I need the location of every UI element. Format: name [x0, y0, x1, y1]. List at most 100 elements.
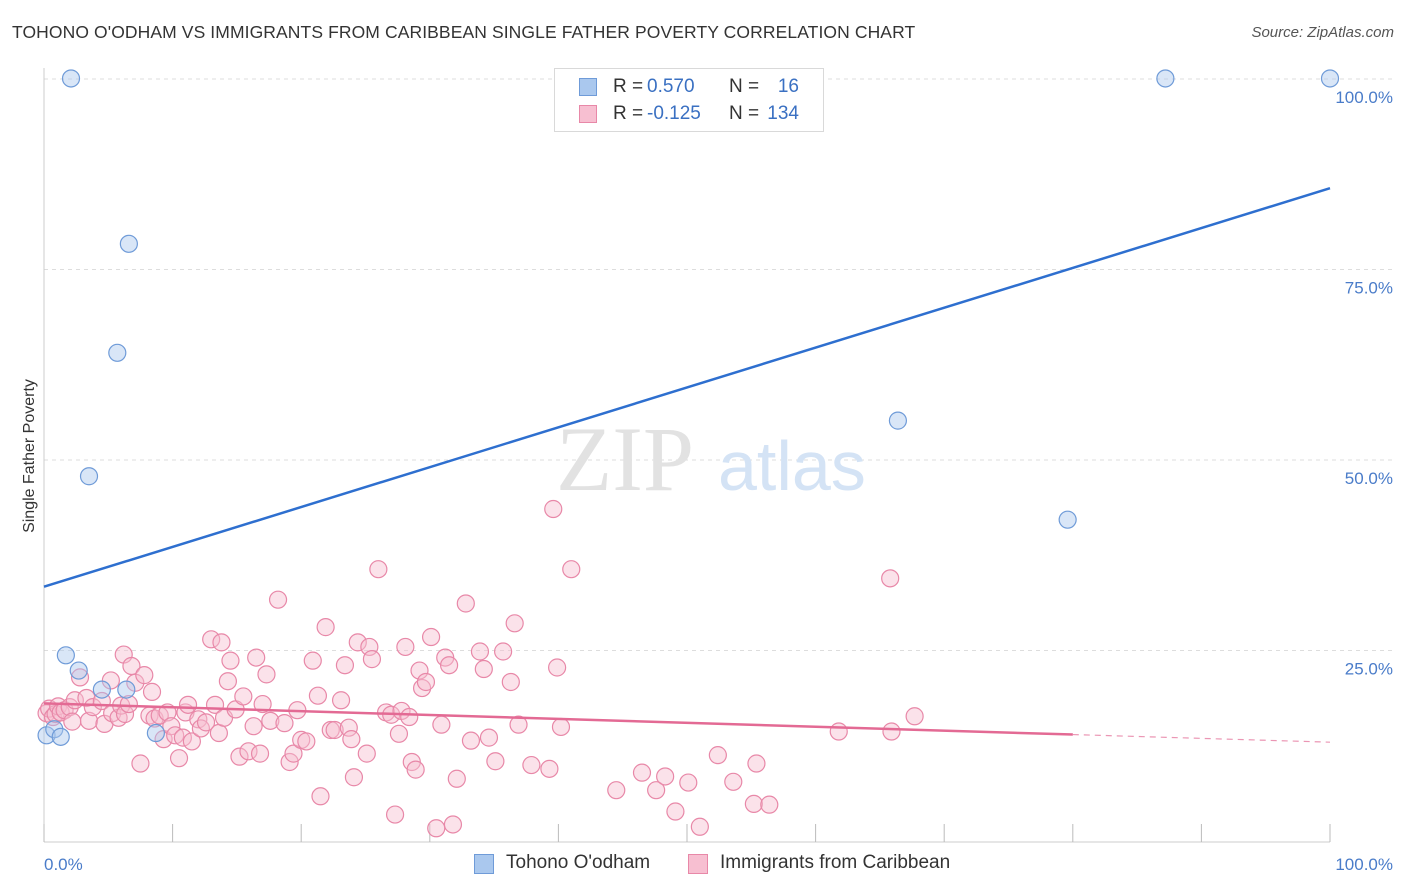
- trend-line-caribbean: [43, 702, 1073, 736]
- tohono-point: [1058, 510, 1077, 529]
- caribbean-point: [169, 749, 189, 768]
- caribbean-point: [196, 713, 216, 732]
- caribbean-point: [505, 614, 524, 633]
- caribbean-point: [209, 723, 228, 743]
- source-label: Source: ZipAtlas.com: [1251, 24, 1394, 41]
- caribbean-point: [522, 755, 541, 775]
- caribbean-point: [284, 744, 303, 763]
- caribbean-point: [647, 781, 666, 800]
- caribbean-point: [362, 650, 382, 669]
- legend-swatch-pink: [579, 105, 597, 123]
- bottom-legend-label: Tohono O'odham: [506, 852, 651, 873]
- caribbean-point: [83, 698, 102, 717]
- caribbean-point: [427, 819, 446, 838]
- caribbean-point: [275, 714, 294, 733]
- caribbean-point: [239, 742, 258, 761]
- tohono-point: [45, 720, 64, 739]
- y-axis-label: Single Father Poverty: [21, 379, 38, 533]
- caribbean-point: [250, 744, 270, 763]
- caribbean-point: [70, 668, 90, 687]
- caribbean-point: [432, 715, 451, 734]
- gridlines: [44, 78, 1392, 651]
- caribbean-point: [178, 695, 198, 714]
- caribbean-point: [632, 763, 652, 782]
- y-tick-label: 25.0%: [1345, 660, 1393, 679]
- caribbean-point: [202, 630, 221, 649]
- caribbean-point: [369, 560, 388, 579]
- caribbean-point: [724, 772, 743, 791]
- watermark-atlas: atlas: [718, 427, 866, 505]
- bottom-legend-swatch-blue: [474, 854, 494, 874]
- caribbean-point: [666, 802, 685, 821]
- legend-row-caribbean: R = -0.125 N = 134: [555, 101, 823, 127]
- caribbean-point: [548, 658, 567, 677]
- caribbean-point: [261, 711, 280, 730]
- caribbean-point: [881, 569, 900, 588]
- caribbean-point: [297, 732, 316, 751]
- caribbean-point: [311, 787, 330, 806]
- trend-line-tohono: [43, 187, 1331, 588]
- caribbean-point: [501, 672, 520, 692]
- caribbean-point: [400, 707, 419, 727]
- caribbean-point: [760, 795, 779, 814]
- caribbean-point: [339, 718, 358, 737]
- caribbean-point: [218, 672, 237, 691]
- caribbean-point: [479, 728, 499, 747]
- caribbean-point: [342, 730, 361, 749]
- legend-r-value: 0.570: [647, 76, 695, 97]
- legend-n-value: 134: [767, 103, 799, 124]
- caribbean-point: [421, 627, 441, 647]
- tohono-point: [92, 680, 111, 699]
- caribbean-point: [385, 805, 405, 824]
- tohono-point: [61, 69, 81, 88]
- caribbean-point: [131, 754, 150, 773]
- bottom-legend-swatch-pink: [688, 854, 708, 874]
- caribbean-point: [829, 722, 848, 741]
- caribbean-point: [905, 707, 924, 726]
- tohono-point: [117, 680, 136, 699]
- caribbean-point: [268, 590, 288, 609]
- tohono-point: [69, 661, 88, 680]
- caribbean-point: [470, 642, 490, 661]
- caribbean-point: [142, 682, 162, 701]
- caribbean-point: [162, 717, 181, 736]
- caribbean-point: [212, 633, 231, 652]
- caribbean-point: [562, 560, 581, 579]
- caribbean-point: [253, 694, 272, 714]
- tohono-point: [51, 727, 70, 746]
- caribbean-point: [257, 665, 276, 684]
- caribbean-point: [494, 642, 513, 661]
- legend-n-label: N =: [729, 76, 760, 97]
- caribbean-point: [406, 760, 425, 779]
- caribbean-point: [63, 712, 82, 731]
- caribbean-point: [882, 722, 901, 741]
- correlation-legend: R = 0.570 N = 16 R = -0.125 N = 134: [554, 68, 824, 132]
- caribbean-point: [331, 691, 351, 710]
- caribbean-point: [486, 752, 505, 771]
- caribbean-point: [119, 694, 138, 714]
- caribbean-point: [474, 659, 493, 679]
- legend-n-label: N =: [729, 103, 760, 124]
- tohono-point: [79, 467, 99, 486]
- x-tick-label: 0.0%: [44, 855, 83, 874]
- tohono-point: [108, 343, 127, 362]
- caribbean-point: [461, 731, 481, 750]
- caribbean-point: [303, 651, 322, 670]
- caribbean-point: [747, 754, 766, 773]
- caribbean-point: [389, 724, 409, 743]
- legend-r-label: R =: [613, 76, 644, 97]
- caribbean-point: [221, 651, 240, 670]
- caribbean-point: [416, 672, 436, 692]
- legend-r-value: -0.125: [647, 103, 701, 124]
- caribbean-point: [247, 648, 266, 667]
- y-tick-label: 50.0%: [1345, 469, 1393, 488]
- x-tick-label: 100.0%: [1335, 855, 1393, 874]
- caribbean-point: [607, 781, 626, 800]
- watermark: ZIP atlas: [556, 408, 866, 510]
- bottom-legend-label: Immigrants from Caribbean: [720, 852, 951, 873]
- caribbean-point: [244, 717, 263, 736]
- watermark-zip: ZIP: [556, 408, 694, 510]
- caribbean-point: [308, 686, 328, 705]
- caribbean-point: [443, 815, 463, 834]
